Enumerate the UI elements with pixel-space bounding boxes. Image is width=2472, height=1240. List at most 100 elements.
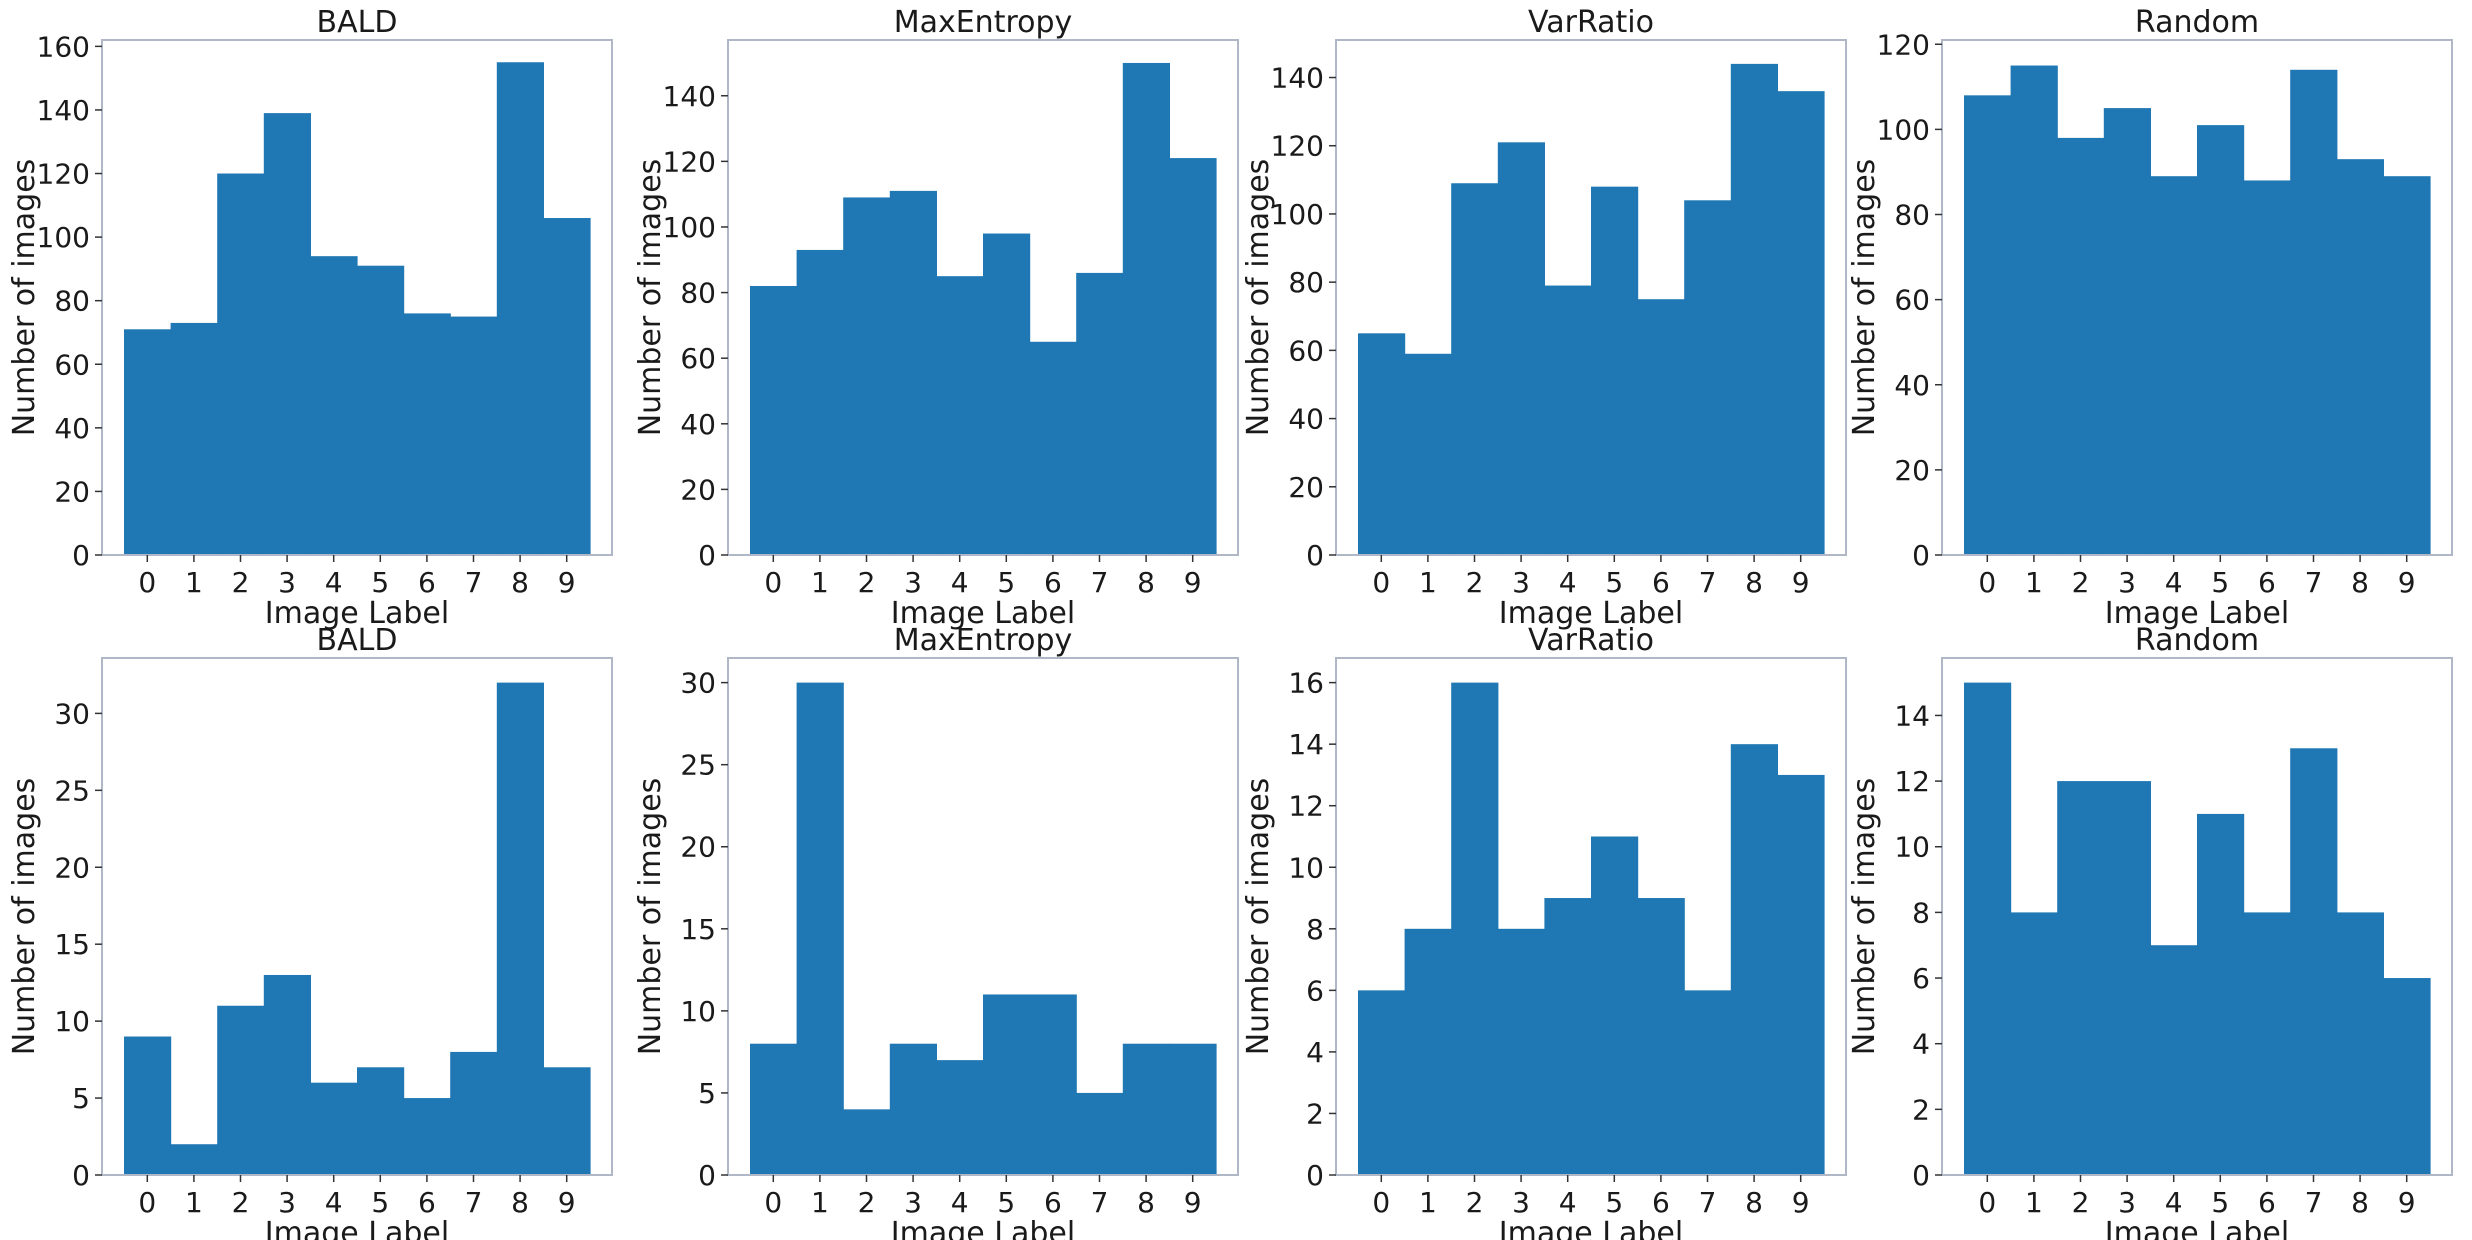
- x-tick-label: 2: [232, 566, 250, 599]
- x-tick-label: 1: [185, 1186, 203, 1219]
- bar-4: [2150, 945, 2198, 1175]
- x-tick-label: 3: [904, 1186, 922, 1219]
- y-tick-label: 0: [1306, 1159, 1324, 1192]
- y-tick-label: 40: [54, 412, 90, 445]
- bar-5: [2197, 813, 2245, 1175]
- bar-9: [543, 218, 591, 555]
- bar-0: [1358, 990, 1406, 1175]
- x-axis-label: Image Label: [1499, 596, 1683, 631]
- bar-6: [1637, 299, 1685, 555]
- bar-4: [2150, 176, 2198, 555]
- x-tick-label: 3: [278, 566, 296, 599]
- bar-0: [1964, 95, 2012, 555]
- x-tick-label: 0: [1978, 566, 1996, 599]
- chart-title: Random: [2135, 623, 2259, 658]
- y-tick-label: 100: [1271, 198, 1324, 231]
- y-axis-label: Number of images: [1241, 778, 1276, 1056]
- y-tick-label: 12: [1288, 790, 1324, 823]
- y-tick-label: 0: [1912, 539, 1930, 572]
- y-tick-label: 160: [37, 30, 90, 63]
- bar-3: [889, 1043, 937, 1175]
- x-tick-label: 2: [858, 1186, 876, 1219]
- bar-2: [217, 1005, 265, 1175]
- bar-7: [1684, 990, 1732, 1175]
- bar-6: [2243, 912, 2291, 1175]
- bar-9: [1169, 158, 1217, 555]
- bar-8: [2336, 912, 2384, 1175]
- x-tick-label: 9: [1184, 566, 1202, 599]
- x-tick-label: 3: [278, 1186, 296, 1219]
- x-tick-label: 5: [997, 1186, 1015, 1219]
- bar-3: [2103, 108, 2151, 555]
- y-tick-label: 40: [680, 408, 716, 441]
- chart-title: MaxEntropy: [894, 623, 1073, 658]
- axes-frame: [101, 657, 613, 1176]
- x-axis-label: Image Label: [891, 596, 1075, 631]
- bar-5: [1591, 186, 1639, 555]
- bar-9: [543, 1067, 591, 1175]
- x-tick-label: 3: [2118, 566, 2136, 599]
- y-tick-label: 100: [37, 221, 90, 254]
- x-tick-label: 2: [2072, 566, 2090, 599]
- y-axis-label: Number of images: [1241, 159, 1276, 437]
- x-tick-label: 3: [2118, 1186, 2136, 1219]
- x-tick-label: 7: [465, 566, 483, 599]
- y-tick-label: 10: [680, 995, 716, 1028]
- y-tick-label: 120: [1271, 130, 1324, 163]
- x-tick-label: 6: [1044, 1186, 1062, 1219]
- x-tick-label: 4: [2165, 1186, 2183, 1219]
- x-tick-label: 8: [2351, 566, 2369, 599]
- x-tick-label: 8: [1745, 566, 1763, 599]
- chart-title: BALD: [317, 623, 398, 658]
- y-tick-label: 120: [1877, 28, 1930, 61]
- y-tick-label: 10: [1894, 831, 1930, 864]
- bar-6: [403, 313, 451, 555]
- bar-8: [1730, 63, 1778, 556]
- x-tick-label: 9: [2398, 566, 2416, 599]
- x-tick-label: 5: [997, 566, 1015, 599]
- x-tick-label: 7: [1091, 1186, 1109, 1219]
- x-tick-label: 9: [558, 1186, 576, 1219]
- bar-1: [796, 682, 844, 1175]
- x-tick-label: 9: [1792, 566, 1810, 599]
- x-tick-label: 9: [1184, 1186, 1202, 1219]
- bar-9: [1777, 774, 1825, 1175]
- y-axis-label: Number of images: [1847, 159, 1882, 437]
- bar-2: [1451, 183, 1499, 555]
- y-tick-label: 4: [1912, 1028, 1930, 1061]
- x-tick-label: 0: [764, 566, 782, 599]
- bar-6: [1029, 341, 1077, 555]
- y-tick-label: 8: [1306, 913, 1324, 946]
- x-tick-label: 3: [1512, 1186, 1530, 1219]
- x-tick-label: 6: [2258, 566, 2276, 599]
- x-axis-label: Image Label: [265, 596, 449, 631]
- x-tick-label: 8: [1745, 1186, 1763, 1219]
- bar-4: [936, 1060, 984, 1175]
- bar-1: [2010, 65, 2058, 555]
- x-tick-label: 2: [1466, 566, 1484, 599]
- bar-3: [263, 974, 311, 1175]
- bar-1: [1404, 353, 1452, 555]
- bar-2: [1451, 682, 1499, 1175]
- bar-1: [170, 322, 218, 555]
- y-axis-label: Number of images: [1847, 778, 1882, 1056]
- bar-2: [2057, 781, 2105, 1175]
- x-tick-label: 1: [185, 566, 203, 599]
- x-tick-label: 7: [2305, 566, 2323, 599]
- bar-2: [843, 1109, 891, 1175]
- y-tick-label: 80: [1894, 199, 1930, 232]
- bar-1: [170, 1144, 218, 1175]
- chart-title: VarRatio: [1528, 623, 1654, 658]
- y-tick-label: 6: [1912, 962, 1930, 995]
- y-tick-label: 15: [54, 928, 90, 961]
- x-tick-label: 4: [325, 1186, 343, 1219]
- y-tick-label: 20: [1288, 471, 1324, 504]
- bar-6: [403, 1098, 451, 1175]
- y-tick-label: 14: [1894, 699, 1930, 732]
- x-tick-label: 1: [2025, 566, 2043, 599]
- bar-5: [983, 994, 1031, 1175]
- y-axis-label: Number of images: [7, 778, 42, 1056]
- bar-7: [1076, 272, 1124, 555]
